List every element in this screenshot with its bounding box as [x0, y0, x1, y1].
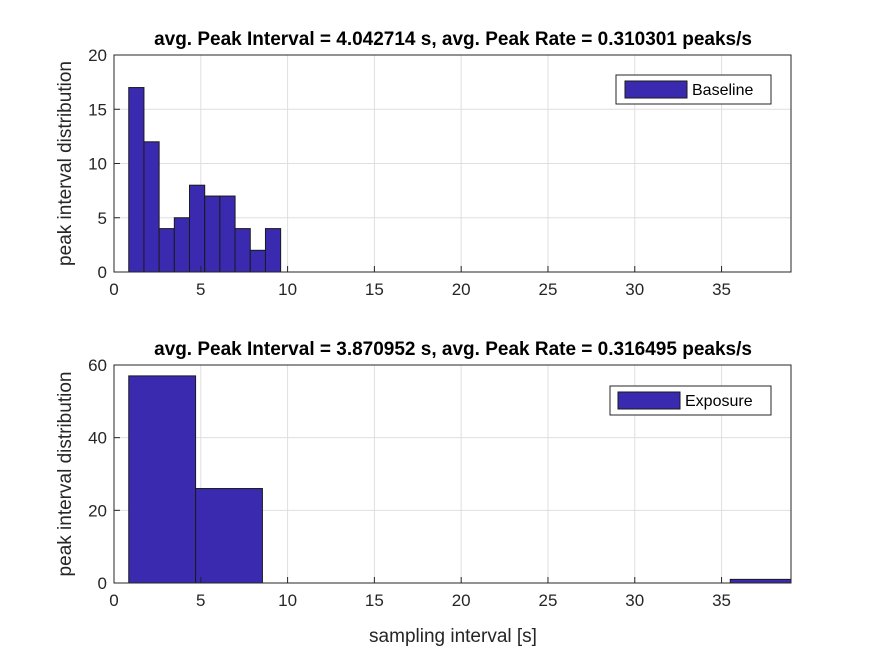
x-axis-label: sampling interval [s]	[369, 626, 537, 647]
x-tick-label: 0	[109, 591, 118, 610]
chart-title: avg. Peak Interval = 3.870952 s, avg. Pe…	[154, 339, 752, 360]
histogram-bar	[204, 195, 221, 273]
histogram-bars	[128, 87, 282, 273]
axes-box	[113, 364, 792, 584]
x-tick-labels: 0 5 10 15 20 25 30 35	[109, 577, 731, 610]
x-tick-label: 25	[539, 591, 558, 610]
x-tick-label: 15	[365, 591, 384, 610]
histogram-bar	[128, 87, 145, 273]
histogram-bar	[264, 228, 282, 273]
histogram-bar	[158, 228, 175, 273]
legend-swatch	[617, 391, 681, 410]
x-tick-label: 5	[196, 591, 205, 610]
legend-swatch	[624, 80, 688, 99]
histogram-bar	[173, 217, 191, 273]
x-tick-label: 20	[452, 591, 471, 610]
x-tick-label: 35	[712, 591, 731, 610]
histogram-bar	[195, 488, 263, 584]
x-tick-label: 15	[365, 280, 384, 299]
legend-label: Exposure	[685, 393, 753, 410]
y-tick-label: 0	[98, 263, 107, 282]
x-tick-label: 30	[625, 280, 644, 299]
histogram-bar	[249, 249, 266, 273]
x-tick-label: 30	[625, 591, 644, 610]
y-axis-label: peak interval distribution	[55, 372, 76, 577]
y-tick-label: 40	[88, 429, 107, 448]
x-tick-label: 5	[196, 280, 205, 299]
y-axis-label: peak interval distribution	[55, 61, 76, 266]
histogram-bars	[128, 375, 792, 584]
y-tick-label: 10	[88, 155, 107, 174]
y-tick-labels: 0 20 40 60	[88, 356, 120, 593]
subplot-baseline: avg. Peak Interval = 4.042714 s, avg. Pe…	[55, 29, 792, 299]
y-tick-label: 15	[88, 100, 107, 119]
x-tick-label: 10	[278, 591, 297, 610]
y-tick-label: 20	[88, 501, 107, 520]
y-tick-labels: 0 5 10 15 20	[88, 46, 120, 282]
subplot-exposure: avg. Peak Interval = 3.870952 s, avg. Pe…	[55, 339, 792, 647]
histogram-bar	[189, 184, 206, 273]
histogram-bar	[729, 578, 792, 584]
histogram-bar	[143, 141, 160, 273]
y-tick-label: 60	[88, 356, 107, 375]
x-tick-label: 10	[278, 280, 297, 299]
y-tick-label: 5	[98, 209, 107, 228]
x-tick-label: 25	[539, 280, 558, 299]
y-tick-label: 20	[88, 46, 107, 65]
histogram-bar	[234, 228, 251, 273]
x-tick-label: 20	[452, 280, 471, 299]
y-tick-label: 0	[98, 574, 107, 593]
x-tick-label: 0	[109, 280, 118, 299]
chart-title: avg. Peak Interval = 4.042714 s, avg. Pe…	[154, 29, 752, 50]
histogram-bar	[128, 375, 197, 584]
legend: Exposure	[609, 385, 772, 416]
legend-label: Baseline	[692, 82, 753, 99]
histogram-bar	[219, 195, 236, 273]
x-tick-label: 35	[712, 280, 731, 299]
x-tick-labels: 0 5 10 15 20 25 30 35	[109, 266, 731, 299]
legend: Baseline	[615, 74, 772, 105]
